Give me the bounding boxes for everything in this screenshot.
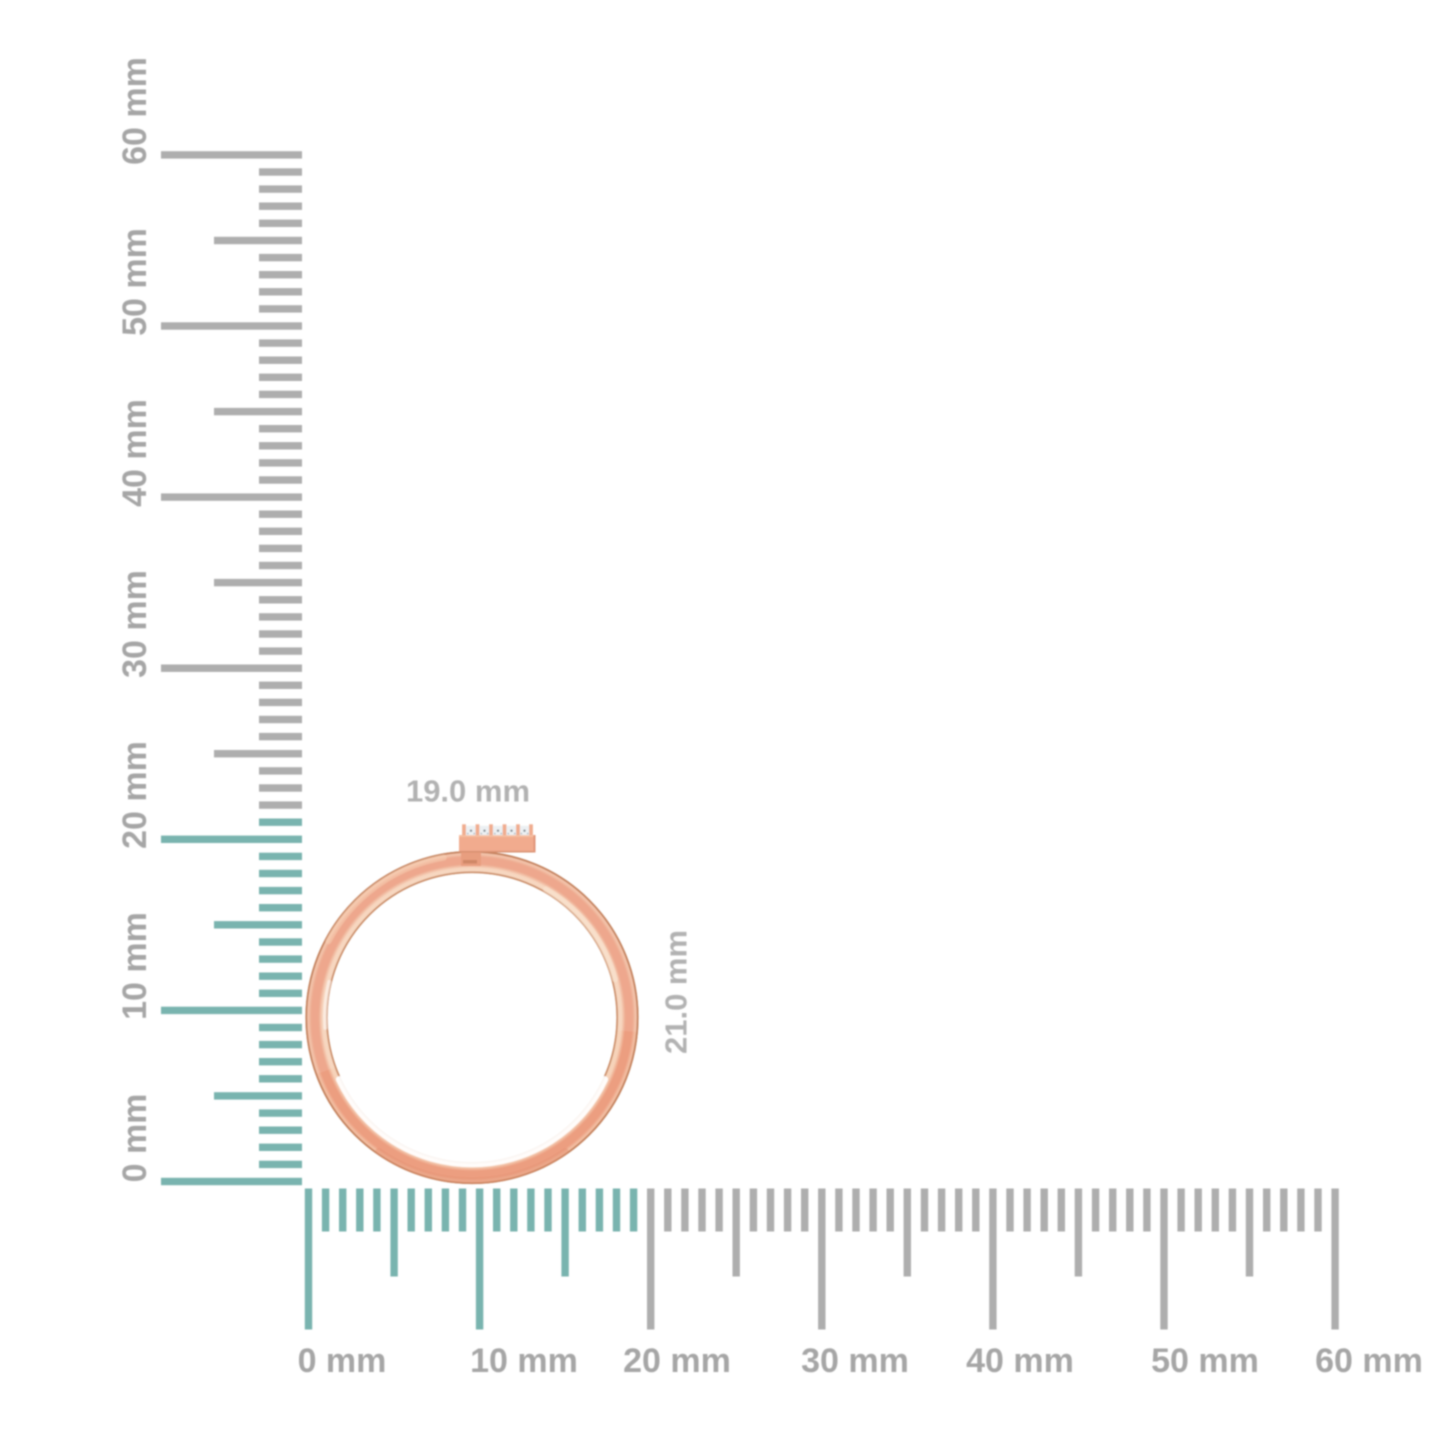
svg-text:30 mm: 30 mm <box>116 570 154 678</box>
svg-text:40 mm: 40 mm <box>966 1342 1074 1380</box>
svg-text:0 mm: 0 mm <box>298 1342 387 1380</box>
svg-text:60 mm: 60 mm <box>116 57 154 165</box>
svg-text:21.0 mm: 21.0 mm <box>659 930 694 1054</box>
svg-text:50 mm: 50 mm <box>1151 1342 1259 1380</box>
svg-text:10 mm: 10 mm <box>116 912 154 1020</box>
svg-text:0 mm: 0 mm <box>116 1094 154 1183</box>
svg-text:30 mm: 30 mm <box>801 1342 909 1380</box>
svg-text:40 mm: 40 mm <box>116 399 154 507</box>
svg-text:60 mm: 60 mm <box>1315 1342 1423 1380</box>
svg-text:50 mm: 50 mm <box>116 228 154 336</box>
svg-text:20 mm: 20 mm <box>623 1342 731 1380</box>
svg-text:20 mm: 20 mm <box>116 741 154 849</box>
svg-text:19.0 mm: 19.0 mm <box>406 774 530 809</box>
svg-text:10 mm: 10 mm <box>470 1342 578 1380</box>
